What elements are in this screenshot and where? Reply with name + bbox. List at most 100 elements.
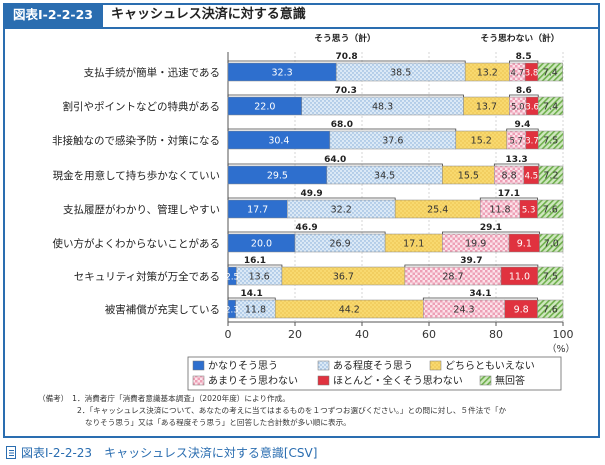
disagree-total-label: 29.1 (480, 223, 502, 233)
data-label: 7.4 (543, 102, 558, 113)
csv-download-link[interactable]: 図表Ⅰ-2-2-23 キャッシュレス決済に対する意識[CSV] (6, 443, 317, 461)
disagree-total-label: 34.1 (469, 289, 491, 299)
bar-segment (537, 299, 564, 319)
data-label: 22.0 (254, 102, 275, 113)
agree-bracket (227, 231, 386, 234)
data-label: 36.7 (333, 272, 354, 283)
data-label: 44.2 (339, 305, 360, 316)
data-label: 24.3 (453, 305, 474, 316)
data-label: 7.4 (543, 68, 558, 79)
data-label: 29.5 (267, 171, 288, 182)
category-label: 使い方がよくわからないことがある (53, 237, 220, 250)
data-label: 11.8 (489, 205, 510, 216)
category-label: セキュリティ対策が万全である (74, 270, 220, 283)
data-label: 13.2 (477, 68, 498, 79)
disagree-bracket (479, 197, 538, 200)
data-label: 7.0 (544, 239, 559, 250)
agree-bracket (227, 297, 276, 300)
x-unit-label: （%） (547, 343, 575, 355)
legend-swatch (479, 375, 492, 386)
bar-segment (539, 233, 564, 253)
data-label: 7.5 (543, 136, 558, 147)
data-label: 28.7 (442, 272, 463, 283)
data-label: 13.7 (476, 102, 497, 113)
data-label: 7.2 (543, 171, 558, 182)
agree-bracket (227, 163, 443, 166)
x-tick-label: 80 (489, 328, 503, 341)
data-label: 20.0 (251, 239, 272, 250)
category-label: 非接触なので感染予防・対策になる (52, 134, 220, 147)
category-label: 被害補償が充実している (105, 303, 220, 316)
disagree-bracket (422, 297, 538, 300)
notes: （備考） 1．消費者庁「消費者意識基本調査」（2020年度）により作成。 2．「… (38, 393, 586, 429)
data-label: 15.5 (458, 171, 479, 182)
agree-bracket (227, 60, 466, 63)
data-label: 25.4 (427, 205, 448, 216)
disagree-total-label: 39.7 (460, 256, 482, 266)
data-label: 4.5 (525, 172, 539, 182)
agree-total-label: 68.0 (331, 120, 353, 130)
data-label: 34.5 (374, 171, 395, 182)
data-label: 38.5 (390, 68, 411, 79)
data-label: 5.0 (511, 103, 525, 113)
data-label: 26.9 (329, 239, 350, 250)
data-label: 32.2 (331, 205, 352, 216)
category-label: 支払手続が簡単・迅速である (84, 66, 220, 79)
legend-swatch (192, 360, 205, 371)
note-2b: なりそう思う」又は「ある程度そう思う」と回答した合計数が多い順に表示。 (85, 418, 351, 427)
data-label: 15.2 (471, 136, 492, 147)
agree-total-label: 70.8 (335, 52, 357, 62)
disagree-total-label: 8.6 (516, 86, 532, 96)
x-tick-label: 20 (288, 328, 302, 341)
data-label: 9.8 (514, 305, 529, 316)
disagree-total-header: そう思わない（計） (480, 32, 559, 44)
agree-total-header: そう思う（計） (314, 32, 376, 44)
data-label: 9.1 (517, 239, 532, 250)
agree-total-label: 49.9 (300, 189, 322, 199)
figure-number: 図表Ⅰ-2-2-23 (3, 3, 103, 27)
legend-label: 無回答 (495, 374, 525, 387)
note-2a: 2．「キャッシュレス決済について、あなたの考えに当てはまるものを１つずつお選びく… (77, 406, 507, 415)
disagree-bracket (509, 94, 539, 97)
legend-label: ある程度そう思う (333, 359, 413, 372)
data-label: 7.6 (543, 305, 558, 316)
data-label: 13.6 (249, 272, 270, 283)
agree-total-label: 16.1 (244, 256, 266, 266)
data-label: 17.1 (403, 239, 424, 250)
data-label: 3.6 (525, 103, 539, 113)
disagree-bracket (442, 231, 540, 234)
csv-link-label: 図表Ⅰ-2-2-23 キャッシュレス決済に対する意識[CSV] (21, 445, 318, 460)
data-label: 48.3 (372, 102, 393, 113)
agree-bracket (227, 264, 283, 267)
disagree-bracket (404, 264, 539, 267)
legend-swatch (317, 375, 330, 386)
legend-box (187, 356, 562, 391)
bar-segment (537, 130, 564, 150)
bar-segment (537, 199, 564, 219)
bar-segment (537, 96, 564, 116)
category-label: 支払履歴がわかり、管理しやすい (63, 203, 220, 216)
legend-label: ほとんど・全くそう思わない (333, 374, 463, 387)
agree-total-label: 70.3 (335, 86, 357, 96)
agree-total-label: 64.0 (324, 155, 346, 165)
data-label: 11.0 (509, 272, 530, 283)
agree-total-label: 46.9 (295, 223, 317, 233)
disagree-bracket (493, 163, 540, 166)
bar-segment (537, 62, 563, 82)
disagree-total-label: 17.1 (498, 189, 520, 199)
data-label: 5.7 (510, 137, 524, 147)
category-label: 現金を用意して持ち歩かなくていい (53, 169, 220, 182)
disagree-total-label: 13.3 (505, 155, 527, 165)
data-label: 3.7 (525, 137, 539, 147)
x-tick-label: 40 (355, 328, 369, 341)
data-label: 17.7 (247, 205, 268, 216)
disagree-bracket (509, 60, 539, 63)
bar-segment (538, 165, 564, 185)
notes-head: （備考） (38, 394, 65, 403)
data-label: 2.3 (225, 306, 239, 316)
agree-bracket (227, 128, 457, 131)
legend-swatch (317, 360, 330, 371)
legend-swatch (429, 360, 442, 371)
category-label: 割引やポイントなどの特典がある (63, 100, 221, 113)
disagree-bracket (506, 128, 539, 131)
